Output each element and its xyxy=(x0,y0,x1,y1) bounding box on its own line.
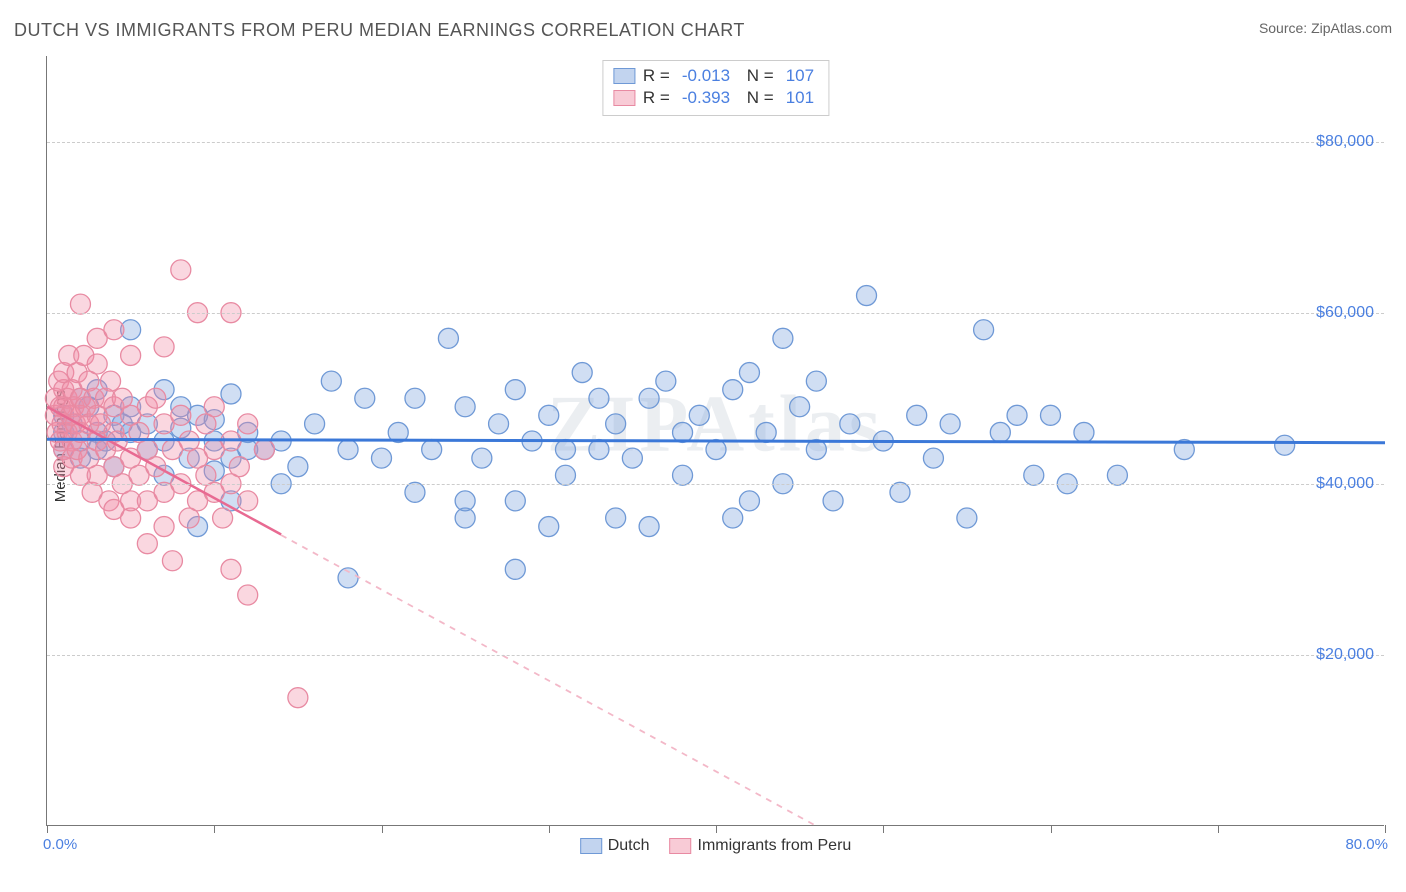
swatch-peru xyxy=(613,90,635,106)
plot-area: ZIPAtlas R = -0.013 N = 107 R = -0.393 N… xyxy=(46,56,1384,826)
bottom-legend: Dutch Immigrants from Peru xyxy=(580,837,852,855)
gridline xyxy=(47,142,1384,143)
x-tick xyxy=(1218,825,1219,833)
source-label: Source: ZipAtlas.com xyxy=(1259,20,1392,36)
stats-legend: R = -0.013 N = 107 R = -0.393 N = 101 xyxy=(602,60,829,116)
r-label: R = xyxy=(643,66,670,86)
x-min-label: 0.0% xyxy=(43,836,77,853)
stats-row-peru: R = -0.393 N = 101 xyxy=(613,87,818,109)
legend-label-peru: Immigrants from Peru xyxy=(697,837,851,855)
n-label: N = xyxy=(742,66,774,86)
r-label: R = xyxy=(643,88,670,108)
chart-title: DUTCH VS IMMIGRANTS FROM PERU MEDIAN EAR… xyxy=(14,20,745,41)
scatter-svg xyxy=(47,56,1384,825)
legend-item-peru: Immigrants from Peru xyxy=(669,837,851,855)
swatch-peru xyxy=(669,838,691,854)
y-tick-label: $40,000 xyxy=(1316,475,1374,493)
title-bar: DUTCH VS IMMIGRANTS FROM PERU MEDIAN EAR… xyxy=(14,20,1392,41)
legend-label-dutch: Dutch xyxy=(608,837,650,855)
y-tick-label: $60,000 xyxy=(1316,304,1374,322)
x-tick xyxy=(214,825,215,833)
gridline xyxy=(47,484,1384,485)
n-value-dutch: 107 xyxy=(786,66,814,86)
x-tick xyxy=(1385,825,1386,833)
gridline xyxy=(47,655,1384,656)
r-value-peru: -0.393 xyxy=(682,88,730,108)
y-tick-label: $20,000 xyxy=(1316,646,1374,664)
x-tick xyxy=(382,825,383,833)
x-tick xyxy=(1051,825,1052,833)
swatch-dutch xyxy=(580,838,602,854)
swatch-dutch xyxy=(613,68,635,84)
n-value-peru: 101 xyxy=(786,88,814,108)
n-label: N = xyxy=(742,88,774,108)
x-tick xyxy=(47,825,48,833)
x-tick xyxy=(716,825,717,833)
x-max-label: 80.0% xyxy=(1345,836,1388,853)
stats-row-dutch: R = -0.013 N = 107 xyxy=(613,65,818,87)
x-tick xyxy=(883,825,884,833)
r-value-dutch: -0.013 xyxy=(682,66,730,86)
legend-item-dutch: Dutch xyxy=(580,837,650,855)
gridline xyxy=(47,313,1384,314)
x-tick xyxy=(549,825,550,833)
y-tick-label: $80,000 xyxy=(1316,133,1374,151)
